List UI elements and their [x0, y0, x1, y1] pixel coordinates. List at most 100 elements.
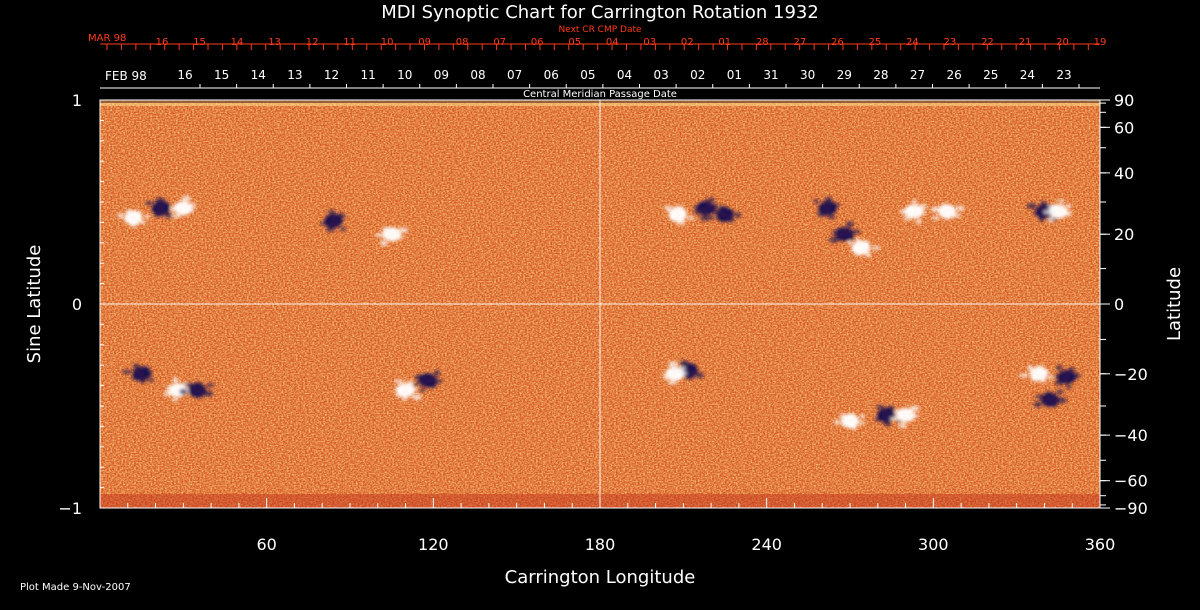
red-axis-day-label: 27: [793, 37, 806, 48]
top-axis-red-label: Next CR CMP Date: [558, 25, 642, 35]
white-axis-day-label: 10: [397, 68, 412, 82]
white-axis-day-label: 30: [800, 68, 815, 82]
red-axis-day-label: 08: [456, 37, 469, 48]
active-region-positive: [662, 361, 687, 385]
active-region-positive: [1043, 199, 1072, 223]
y-left-tick-label: 1: [72, 91, 82, 110]
white-axis-day-label: 16: [177, 68, 192, 82]
red-axis-day-label: 14: [231, 37, 244, 48]
y-right-tick-label: −20: [1114, 365, 1148, 384]
y-axis-right: 90 60 40 20 0 −20 −40 −60 −90: [1100, 91, 1148, 518]
red-axis-day-label: 16: [156, 37, 169, 48]
red-axis-day-label: 13: [268, 37, 281, 48]
active-region-positive: [1019, 364, 1054, 383]
active-region-positive: [834, 413, 866, 430]
x-tick-label: 240: [751, 535, 782, 554]
active-region-negative: [829, 221, 861, 243]
white-axis-day-label: 15: [214, 68, 229, 82]
active-region-positive: [393, 379, 422, 401]
y-left-tick-label: 0: [72, 295, 82, 314]
red-axis-day-label: 03: [643, 37, 656, 48]
chart-title: MDI Synoptic Chart for Carrington Rotati…: [381, 2, 819, 23]
white-axis-day-label: 23: [1056, 68, 1071, 82]
active-region-negative: [693, 197, 719, 222]
y-right-tick-label: −40: [1114, 426, 1148, 445]
y-right-tick-label: 60: [1114, 118, 1134, 137]
red-axis-day-label: 24: [906, 37, 919, 48]
active-region-negative: [121, 363, 155, 384]
x-tick-label: 360: [1085, 535, 1116, 554]
red-axis-day-label: 01: [718, 37, 731, 48]
y-left-tick-label: −1: [58, 499, 82, 518]
active-region-positive: [899, 199, 927, 225]
active-region-negative: [145, 197, 173, 219]
red-axis-day-label: 02: [681, 37, 694, 48]
y-right-tick-label: −60: [1114, 472, 1148, 491]
red-axis-day-label: 07: [493, 37, 506, 48]
red-axis-day-label: 10: [381, 37, 394, 48]
active-region-negative: [813, 196, 841, 219]
top-axis-red-month: MAR 98: [88, 33, 126, 44]
white-axis-day-label: 03: [653, 68, 668, 82]
red-axis-day-label: 25: [869, 37, 882, 48]
white-axis-day-label: 13: [287, 68, 302, 82]
active-region-positive: [117, 209, 151, 228]
red-axis-day-label: 21: [1019, 37, 1032, 48]
white-axis-day-label: 09: [434, 68, 449, 82]
white-axis-day-label: 25: [983, 68, 998, 82]
y-right-tick-label: 90: [1114, 91, 1134, 110]
white-axis-day-label: 07: [507, 68, 522, 82]
red-axis-day-label: 05: [568, 37, 581, 48]
top-axis-red: Next CR CMP Date MAR 98 16 15 14 13 12 11 10 09…: [88, 25, 1106, 50]
white-axis-day-label: 26: [946, 68, 961, 82]
y-right-tick-label: 20: [1114, 225, 1134, 244]
white-axis-day-label: 04: [617, 68, 632, 82]
top-axis-white: FEB 98 Central Meridian Passage Date 16 1…: [100, 68, 1100, 100]
white-axis-day-label: 01: [727, 68, 742, 82]
active-region-positive: [374, 226, 409, 247]
y-right-tick-label: −90: [1114, 499, 1148, 518]
top-axis-white-month: FEB 98: [105, 69, 147, 83]
red-axis-day-label: 04: [606, 37, 619, 48]
x-tick-label: 300: [918, 535, 949, 554]
red-axis-day-label: 26: [831, 37, 844, 48]
white-axis-day-label: 08: [470, 68, 485, 82]
red-axis-day-label: 06: [531, 37, 544, 48]
red-axis-day-label: 15: [193, 37, 206, 48]
white-axis-day-label: 28: [873, 68, 888, 82]
red-axis-day-label: 11: [343, 37, 356, 48]
active-region-positive: [664, 205, 695, 226]
red-axis-day-label: 22: [981, 37, 994, 48]
white-axis-day-label: 29: [837, 68, 852, 82]
active-region-positive: [889, 405, 920, 429]
white-axis-day-label: 12: [324, 68, 339, 82]
y-axis-left: 1 0 −1: [58, 91, 104, 518]
white-axis-day-label: 11: [360, 68, 375, 82]
x-axis: 60 120 180 240 300 360: [127, 498, 1116, 554]
active-region-negative: [708, 205, 741, 223]
x-tick-label: 120: [418, 535, 449, 554]
active-region-negative: [179, 381, 215, 399]
active-region-negative: [413, 370, 443, 393]
y-right-tick-label: 0: [1114, 295, 1124, 314]
active-region-negative: [1053, 364, 1081, 389]
red-axis-day-label: 19: [1094, 37, 1107, 48]
active-region-negative: [320, 209, 346, 233]
red-axis-day-label: 28: [756, 37, 769, 48]
plot-made-note: Plot Made 9-Nov-2007: [20, 582, 131, 593]
y-right-tick-label: 40: [1114, 164, 1134, 183]
white-axis-day-label: 24: [1020, 68, 1035, 82]
red-axis-day-label: 20: [1056, 37, 1069, 48]
y-axis-left-title: Sine Latitude: [24, 245, 45, 364]
white-axis-day-label: 31: [763, 68, 778, 82]
white-axis-day-label: 05: [580, 68, 595, 82]
white-axis-day-label: 02: [690, 68, 705, 82]
red-axis-day-label: 23: [944, 37, 957, 48]
red-axis-day-label: 12: [306, 37, 319, 48]
top-axis-white-label: Central Meridian Passage Date: [523, 89, 677, 100]
x-axis-title: Carrington Longitude: [505, 567, 696, 588]
x-tick-label: 180: [585, 535, 616, 554]
red-axis-day-label: 09: [418, 37, 431, 48]
active-region-positive: [847, 238, 882, 258]
